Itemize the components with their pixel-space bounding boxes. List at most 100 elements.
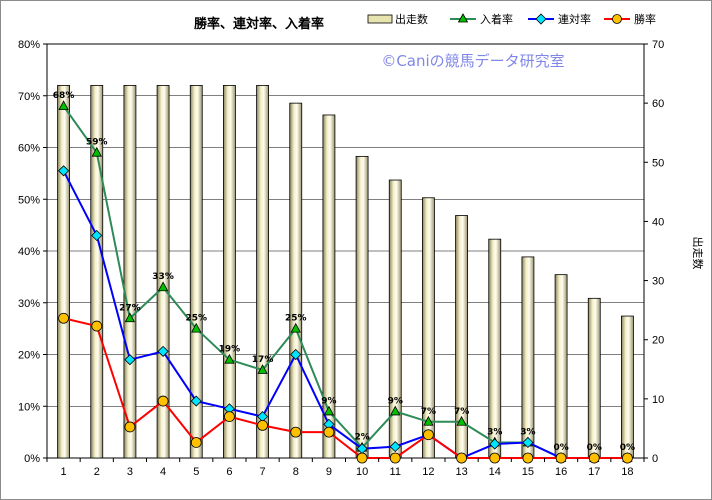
left-tick-label: 10%	[18, 401, 40, 413]
x-tick-label: 11	[390, 466, 401, 478]
marker-diamond	[389, 441, 401, 453]
marker-circle	[423, 429, 434, 441]
right-tick-label: 50	[652, 157, 664, 169]
marker-circle	[622, 452, 633, 464]
marker-triangle	[456, 415, 467, 426]
bar-runs	[587, 297, 601, 459]
bar-runs	[223, 85, 236, 459]
bar-runs	[189, 85, 203, 459]
data-label: 19%	[219, 345, 241, 355]
marker-circle	[555, 452, 567, 464]
bar-runs	[90, 85, 104, 459]
series-line	[63, 317, 628, 459]
x-tick-label: 1	[61, 466, 67, 478]
left-axis: 0% 10% 20% 30% 40% 50% 60% 70% 80%	[18, 39, 47, 465]
legend-item-win-rate: 勝率	[604, 12, 656, 26]
left-tick-label: 70%	[18, 91, 40, 103]
x-tick-label: 7	[260, 466, 266, 478]
marker-triangle	[157, 281, 169, 292]
legend-item-quinella-rate: 連対率	[528, 12, 591, 26]
bar-runs	[621, 315, 634, 459]
left-tick-label: 50%	[18, 194, 40, 206]
series-line	[62, 170, 628, 460]
data-labels: 68% 59% 27% 33% 25% 19% 17% 25% 9% 2% 9% 7% 7% 3% 3% 0%…	[53, 91, 635, 453]
bar-runs	[355, 155, 369, 459]
marker-circle	[157, 395, 169, 407]
data-label: 0%	[620, 443, 635, 453]
line-series	[58, 100, 633, 464]
legend-label-quinella-rate: 連対率	[558, 12, 591, 26]
right-tick-label: 20	[652, 335, 664, 347]
left-tick-label: 60%	[18, 143, 40, 155]
left-tick-label: 20%	[18, 350, 40, 362]
marker-circle	[522, 452, 534, 464]
x-tick-label: 15	[522, 466, 534, 478]
right-tick-label: 60	[652, 98, 664, 110]
x-tick-label: 3	[127, 466, 133, 478]
data-label: 17%	[252, 355, 274, 365]
left-tick-label: 30%	[18, 298, 40, 310]
legend-item-runs: 出走数	[367, 12, 428, 26]
marker-diamond	[58, 165, 70, 177]
x-tick-label: 17	[588, 466, 600, 478]
marker-circle	[224, 411, 235, 423]
x-tick-label: 16	[555, 466, 567, 478]
bar-runs	[57, 85, 70, 459]
marker-diamond	[290, 348, 302, 361]
x-axis: 1 2 3 4 5 6 7 8 9 10 11 12 13 14 15 16 17 18	[46, 458, 645, 478]
marker-circle	[190, 437, 202, 448]
data-label: 3%	[520, 427, 535, 437]
bar-runs	[422, 197, 435, 459]
x-tick-label: 5	[193, 466, 199, 478]
data-label: 7%	[454, 407, 469, 417]
legend-label-win-rate: 勝率	[634, 12, 656, 26]
marker-triangle	[423, 415, 434, 426]
marker-diamond	[157, 345, 169, 357]
bar-runs	[289, 102, 303, 459]
marker-circle	[323, 426, 335, 438]
legend: 出走数 入着率 連対率 勝率	[367, 12, 656, 26]
left-tick-label: 80%	[18, 39, 40, 51]
marker-triangle	[124, 312, 136, 323]
marker-triangle	[323, 405, 335, 416]
bar-runs	[322, 114, 336, 459]
marker-diamond	[190, 395, 202, 407]
x-tick-label: 18	[621, 466, 633, 478]
data-label: 27%	[119, 303, 141, 313]
legend-marker-circle	[612, 14, 622, 24]
left-tick-label: 40%	[18, 246, 40, 258]
data-label: 33%	[152, 272, 174, 282]
x-tick-label: 8	[293, 466, 299, 478]
right-tick-label: 40	[652, 216, 664, 228]
marker-triangle	[191, 322, 202, 333]
data-label: 7%	[421, 407, 436, 417]
marker-diamond	[489, 438, 501, 450]
marker-circle	[389, 452, 401, 464]
data-label: 9%	[388, 396, 403, 406]
x-tick-label: 2	[94, 466, 100, 478]
watermark-text: ©Caniの競馬データ研究室	[381, 52, 564, 70]
right-axis-label: 出走数	[691, 237, 705, 270]
right-tick-label: 30	[652, 276, 664, 288]
marker-triangle	[91, 146, 102, 157]
data-label: 3%	[487, 427, 502, 437]
marker-triangle	[257, 364, 268, 374]
chart-title: 勝率、連対率、入着率	[194, 16, 324, 32]
bar-series-runs	[57, 85, 634, 459]
data-label: 25%	[185, 314, 207, 324]
legend-marker-diamond	[535, 13, 547, 25]
marker-circle	[588, 452, 600, 464]
bar-runs	[488, 238, 502, 459]
marker-circle	[58, 312, 69, 324]
data-label: 0%	[553, 443, 568, 453]
marker-triangle	[390, 405, 401, 416]
bar-runs	[156, 85, 170, 459]
marker-triangle	[224, 353, 235, 364]
x-tick-label: 14	[489, 466, 501, 478]
x-tick-label: 6	[226, 466, 232, 478]
marker-diamond	[522, 436, 534, 449]
marker-circle	[356, 452, 368, 464]
x-tick-label: 9	[326, 466, 332, 478]
